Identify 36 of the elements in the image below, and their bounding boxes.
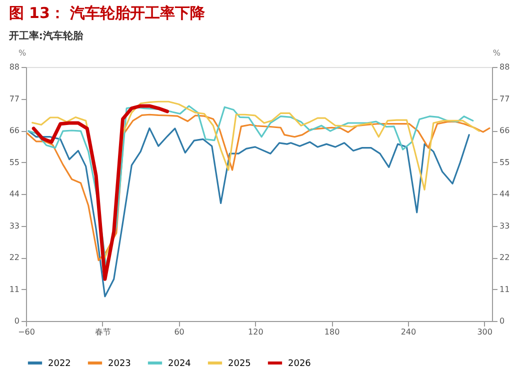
x-tick-label: −60 xyxy=(18,328,35,336)
legend-label: 2025 xyxy=(228,359,251,369)
y-tick-label: 22 xyxy=(9,253,20,262)
y2-tick-label: 55 xyxy=(500,158,510,167)
y2-tick-label: 88 xyxy=(500,62,510,72)
x-tick-label: 春节 xyxy=(94,328,111,336)
y2-tick-label: 0 xyxy=(500,316,505,326)
line-series xyxy=(28,127,470,298)
y2-tick-label: 33 xyxy=(500,221,510,230)
x-tick-label: 120 xyxy=(248,328,264,336)
y2-tick-label: 22 xyxy=(500,253,510,262)
y-tick-label: 88 xyxy=(9,62,20,72)
y-tick-label: 66 xyxy=(9,126,20,135)
legend-label: 2023 xyxy=(108,359,131,369)
x-tick-label: 180 xyxy=(324,328,340,336)
y2-tick-label: 44 xyxy=(500,190,510,198)
y-tick-label: 11 xyxy=(9,284,20,294)
y2-tick-label: 66 xyxy=(500,126,510,135)
y-tick-label: 0 xyxy=(14,316,20,326)
chart-subtitle: 开工率:汽车轮胎 xyxy=(8,30,84,42)
x-tick-label: 300 xyxy=(477,328,492,336)
y2-tick-label: 11 xyxy=(500,284,510,294)
line-series xyxy=(32,104,170,281)
y-tick-label: 55 xyxy=(9,158,20,167)
y-tick-label: 77 xyxy=(9,94,20,104)
y-tick-label: 44 xyxy=(9,190,20,198)
x-tick-label: 240 xyxy=(400,328,416,336)
legend-label: 2026 xyxy=(288,359,312,369)
chart-title: 图 13： 汽车轮胎开工率下降 xyxy=(8,4,206,22)
y2-tick-label: 77 xyxy=(500,94,510,104)
y2-axis-title: % xyxy=(492,48,501,58)
legend-label: 2024 xyxy=(168,359,192,369)
legend-label: 2022 xyxy=(48,359,71,369)
x-tick-label: 60 xyxy=(174,328,184,336)
y-axis-title: % xyxy=(18,48,26,58)
y-tick-label: 33 xyxy=(9,221,20,230)
